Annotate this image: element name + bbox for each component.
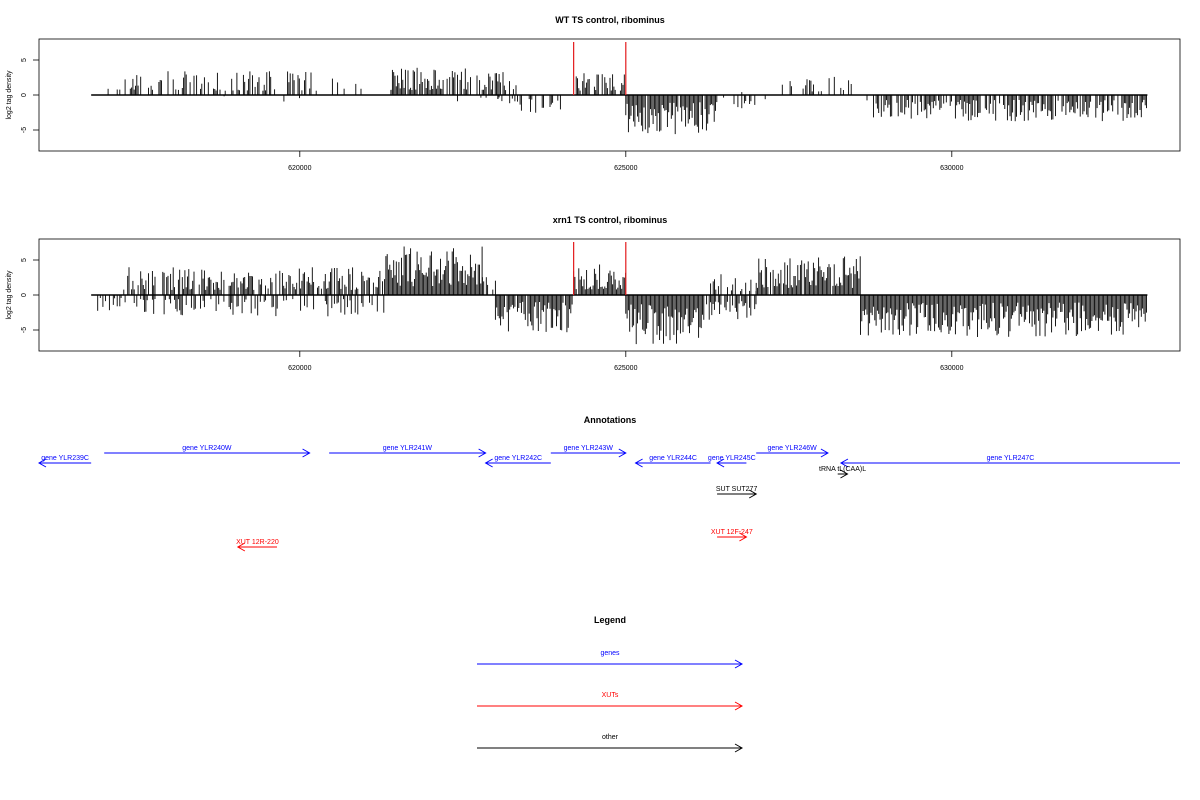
legend-item-arrowhead — [734, 743, 744, 753]
legend-title: Legend — [594, 615, 626, 625]
annotation-feature-label: gene YLR241W — [383, 445, 433, 452]
annotation-features: gene YLR239C gene YLR240W gene YLR241W gene… — [37, 445, 1180, 552]
annotations-title: Annotations — [584, 415, 637, 425]
xrn1-density-bars — [91, 246, 1148, 345]
xrn1-y-axis: -5 0 5 — [21, 258, 39, 333]
wt-y-axis: -5 0 5 — [21, 58, 39, 133]
annotation-feature-arrowhead — [478, 448, 487, 458]
wt-density-panel: WT TS control, ribominus log2 tag densit… — [6, 15, 1181, 172]
annotation-feature-label: gene YLR239C — [41, 455, 89, 462]
wt-panel-title: WT TS control, ribominus — [555, 15, 665, 25]
annotation-feature-arrowhead — [236, 542, 246, 552]
annotation-feature-arrowhead — [840, 469, 849, 479]
wt-y-tick-label: 5 — [21, 58, 28, 62]
annotation-feature-label: gene YLR246W — [767, 445, 817, 452]
legend-item-arrowhead — [734, 659, 744, 669]
annotation-feature-label: SUT SUT277 — [716, 486, 758, 493]
annotation-feature-arrowhead — [37, 458, 47, 468]
legend: Legend genes XUTs other — [477, 615, 744, 753]
annotation-feature: gene YLR239C — [37, 455, 92, 468]
legend-item: XUTs — [477, 692, 744, 711]
annotation-feature-label: gene YLR240W — [182, 445, 232, 452]
xrn1-density-panel: xrn1 TS control, ribominus log2 tag dens… — [6, 215, 1181, 372]
annotation-feature-arrowhead — [302, 448, 311, 458]
annotation-feature-label: tRNA tL(CAA)L — [819, 466, 866, 473]
annotation-feature-arrowhead — [820, 448, 829, 458]
annotation-feature-label: gene YLR245C — [708, 455, 756, 462]
annotation-feature: SUT SUT277 — [716, 486, 758, 499]
wt-red-markers — [573, 42, 627, 95]
annotation-feature-arrowhead — [484, 458, 493, 468]
annotation-feature-arrowhead — [739, 532, 748, 542]
xrn1-x-tick-label: 620000 — [288, 365, 311, 372]
annotation-feature: tRNA tL(CAA)L — [819, 466, 866, 479]
wt-x-axis: 620000 625000 630000 — [288, 151, 964, 172]
xrn1-x-tick-label: 625000 — [614, 365, 637, 372]
xrn1-y-tick-label: 5 — [21, 258, 28, 262]
legend-items: genes XUTs other — [477, 650, 744, 753]
annotation-feature-label: XUT 12F-247 — [711, 529, 753, 536]
annotation-feature: gene YLR242C — [484, 455, 551, 468]
wt-x-tick-label: 630000 — [940, 165, 963, 172]
wt-y-tick-label: -5 — [21, 127, 28, 133]
xrn1-x-axis: 620000 625000 630000 — [288, 351, 964, 372]
xrn1-y-tick-label: -5 — [21, 327, 28, 333]
annotation-feature: gene YLR243W — [550, 445, 627, 458]
legend-item-label: XUTs — [602, 692, 619, 699]
legend-item-label: genes — [600, 650, 620, 657]
annotation-feature: gene YLR245C — [708, 455, 756, 468]
annotation-feature: gene YLR241W — [329, 445, 487, 458]
annotation-feature: XUT 12R-220 — [236, 539, 279, 552]
xrn1-x-tick-label: 630000 — [940, 365, 963, 372]
annotation-feature: gene YLR246W — [756, 445, 829, 458]
wt-x-tick-label: 620000 — [288, 165, 311, 172]
annotation-feature-label: XUT 12R-220 — [236, 539, 279, 546]
annotation-feature-arrowhead — [634, 458, 643, 468]
xrn1-panel-title: xrn1 TS control, ribominus — [553, 215, 668, 225]
xrn1-red-markers — [573, 242, 627, 295]
legend-item: genes — [477, 650, 744, 669]
annotation-feature: XUT 12F-247 — [711, 529, 753, 542]
legend-item-arrowhead — [734, 701, 744, 711]
legend-item-label: other — [602, 734, 619, 741]
annotation-feature-arrowhead — [618, 448, 627, 458]
annotation-feature-label: gene YLR242C — [494, 455, 542, 462]
annotation-feature: gene YLR247C — [839, 455, 1180, 468]
annotation-feature-arrowhead — [716, 458, 725, 468]
xrn1-y-tick-label: 0 — [21, 293, 28, 297]
annotation-feature: gene YLR244C — [634, 455, 711, 468]
wt-y-tick-label: 0 — [21, 93, 28, 97]
annotation-feature-arrowhead — [748, 489, 758, 499]
annotation-feature-label: gene YLR244C — [649, 455, 697, 462]
annotation-feature-label: gene YLR247C — [987, 455, 1035, 462]
annotation-feature-label: gene YLR243W — [564, 445, 614, 452]
legend-item: other — [477, 734, 744, 753]
wt-x-tick-label: 625000 — [614, 165, 637, 172]
xrn1-y-axis-label: log2 tag density — [6, 270, 13, 320]
annotation-feature-arrowhead — [839, 458, 849, 468]
annotation-feature: gene YLR240W — [104, 445, 311, 458]
wt-density-bars — [91, 67, 1148, 135]
wt-y-axis-label: log2 tag density — [6, 70, 13, 120]
